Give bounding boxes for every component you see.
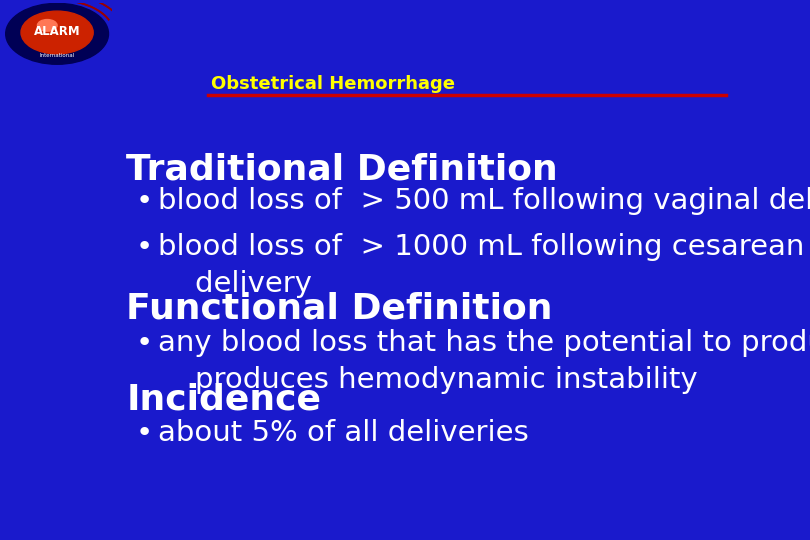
Text: Incidence: Incidence xyxy=(126,383,322,417)
Text: about 5% of all deliveries: about 5% of all deliveries xyxy=(158,419,528,447)
Circle shape xyxy=(37,19,57,31)
Circle shape xyxy=(6,3,109,64)
Text: •: • xyxy=(136,419,153,447)
Text: Functional Definition: Functional Definition xyxy=(126,292,553,326)
Text: Obstetrical Hemorrhage: Obstetrical Hemorrhage xyxy=(211,75,455,92)
Text: International: International xyxy=(40,53,75,58)
Text: ALARM: ALARM xyxy=(34,25,80,38)
Text: •: • xyxy=(136,329,153,357)
Text: Traditional Definition: Traditional Definition xyxy=(126,152,558,186)
Text: •: • xyxy=(136,187,153,215)
Circle shape xyxy=(21,11,93,54)
Text: •: • xyxy=(136,233,153,261)
Text: blood loss of  > 1000 mL following cesarean
    delivery: blood loss of > 1000 mL following cesare… xyxy=(158,233,804,298)
Text: blood loss of  > 500 mL following vaginal delivery: blood loss of > 500 mL following vaginal… xyxy=(158,187,810,215)
Text: any blood loss that has the potential to produce or
    produces hemodynamic ins: any blood loss that has the potential to… xyxy=(158,329,810,394)
